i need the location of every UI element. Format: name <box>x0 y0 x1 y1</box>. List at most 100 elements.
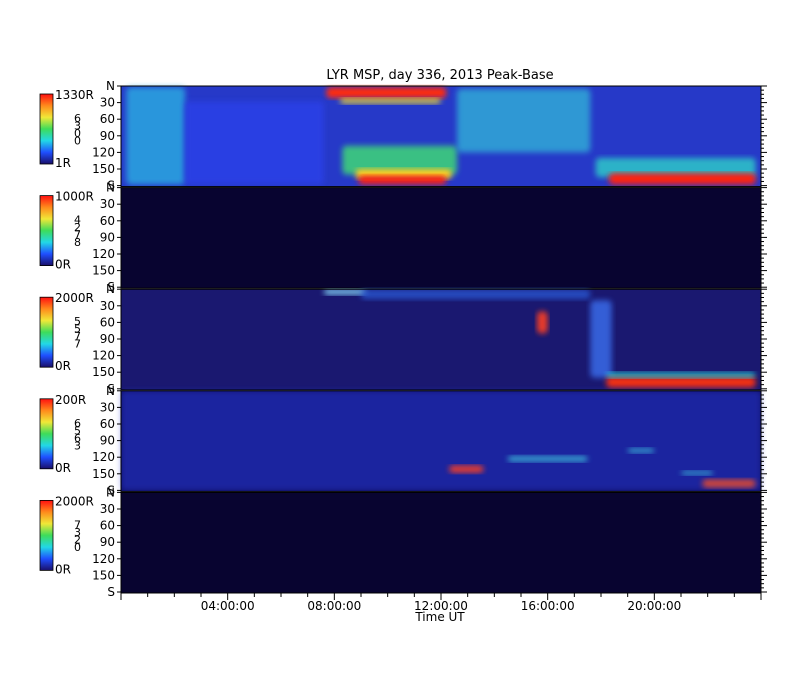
y-tick-label: N <box>106 485 115 499</box>
emission-feature-4 <box>339 98 441 104</box>
channel-digit: 4 <box>74 214 81 227</box>
y-tick-label: 60 <box>100 519 115 533</box>
colorbar-max-label: 1330R <box>55 88 94 102</box>
emission-feature-8 <box>457 88 591 153</box>
channel-digit: 7 <box>74 338 81 351</box>
emission-feature-10 <box>609 173 756 185</box>
emission-feature-5 <box>681 471 713 475</box>
y-tick-label: S <box>107 483 115 497</box>
channel-digit: 7 <box>74 518 81 531</box>
emission-feature-3 <box>507 456 588 462</box>
y-tick-label: 90 <box>100 230 115 244</box>
y-tick-label: 60 <box>100 214 115 228</box>
y-tick-label: 150 <box>92 365 115 379</box>
channel-digit: 2 <box>74 221 81 234</box>
emission-feature-2 <box>185 101 324 185</box>
x-tick-label: 20:00:00 <box>627 599 681 613</box>
y-tick-label: 90 <box>100 129 115 143</box>
y-tick-label: 120 <box>92 552 115 566</box>
emission-feature-4 <box>627 448 655 453</box>
colorbar-min-label: 0R <box>55 562 71 576</box>
colorbar-min-label: 1R <box>55 156 71 170</box>
colorbar <box>39 93 54 165</box>
channel-digit: 2 <box>74 533 81 546</box>
emission-feature-3 <box>326 87 447 99</box>
emission-feature-3 <box>537 311 548 334</box>
panel-frame <box>120 187 762 289</box>
colorbar-min-label: 0R <box>55 359 71 373</box>
colorbar <box>39 296 54 368</box>
y-tick-label: 120 <box>92 450 115 464</box>
emission-feature-9 <box>595 157 756 178</box>
channel-digit: 0 <box>74 127 81 140</box>
y-tick-label: 90 <box>100 434 115 448</box>
emission-feature-5 <box>606 376 756 388</box>
channel-digit: 5 <box>74 315 81 328</box>
channel-digit: 7 <box>74 229 81 242</box>
y-tick-label: N <box>106 384 115 398</box>
colorbar-min-label: 0R <box>55 258 71 272</box>
channel-digit: 3 <box>74 526 81 539</box>
y-tick-label: 60 <box>100 417 115 431</box>
y-tick-label: N <box>106 181 115 195</box>
channel-digit: 6 <box>74 432 81 445</box>
y-tick-label: 150 <box>92 264 115 278</box>
colorbar-max-label: 1000R <box>55 190 94 204</box>
channel-digit: 6 <box>74 417 81 430</box>
y-tick-label: 30 <box>100 400 115 414</box>
y-tick-label: 30 <box>100 197 115 211</box>
y-tick-label: S <box>107 280 115 294</box>
x-axis: 04:00:00 08:00:00 12:00:00 16:00:00 20:00:00 <box>120 593 762 613</box>
emission-feature-5 <box>342 145 457 175</box>
y-tick-label: S <box>107 585 115 599</box>
y-tick-label: 30 <box>100 299 115 313</box>
channel-digit: 0 <box>74 135 81 148</box>
y-tick-label: 150 <box>92 467 115 481</box>
y-tick-label: 90 <box>100 535 115 549</box>
colorbar-max-label: 2000R <box>55 291 94 305</box>
y-tick-label: 150 <box>92 568 115 582</box>
emission-feature-7 <box>358 175 447 185</box>
panels-group: N306090120150S1330R1R6300N306090120150S1… <box>39 79 767 599</box>
channel-digit: 3 <box>74 439 81 452</box>
emission-feature-6 <box>702 479 756 488</box>
x-tick-label: 16:00:00 <box>521 599 575 613</box>
y-tick-label: N <box>106 79 115 93</box>
y-tick-label: N <box>106 282 115 296</box>
emission-feature-2 <box>361 289 591 300</box>
colorbar <box>39 195 54 267</box>
channel-digit: 5 <box>74 424 81 437</box>
y-tick-label: 90 <box>100 332 115 346</box>
emission-feature-1 <box>323 289 367 295</box>
y-tick-label: 120 <box>92 349 115 363</box>
colorbar-min-label: 0R <box>55 461 71 475</box>
y-tick-label: S <box>107 382 115 396</box>
y-tick-label: 120 <box>92 247 115 261</box>
x-tick-label: 12:00:00 <box>414 599 468 613</box>
x-tick-label: 04:00:00 <box>201 599 255 613</box>
emission-feature-2 <box>449 465 484 473</box>
x-tick-label: 08:00:00 <box>307 599 361 613</box>
channel-digit: 8 <box>74 236 81 249</box>
y-tick-label: 30 <box>100 502 115 516</box>
y-tick-label: 150 <box>92 162 115 176</box>
emission-feature-6 <box>606 372 756 378</box>
channel-digit: 3 <box>74 120 81 133</box>
y-tick-label: 120 <box>92 145 115 159</box>
emission-feature-4 <box>590 300 612 378</box>
emission-feature-1 <box>126 87 185 185</box>
panel-background <box>121 187 761 289</box>
channel-digit: 7 <box>74 330 81 343</box>
y-tick-label: 60 <box>100 315 115 329</box>
colorbar-max-label: 2000R <box>55 494 94 508</box>
channel-digit: 5 <box>74 323 81 336</box>
y-tick-label: 60 <box>100 112 115 126</box>
colorbar <box>39 398 54 470</box>
colorbar <box>39 499 54 571</box>
colorbar-max-label: 200R <box>55 393 86 407</box>
y-tick-label: S <box>107 179 115 193</box>
